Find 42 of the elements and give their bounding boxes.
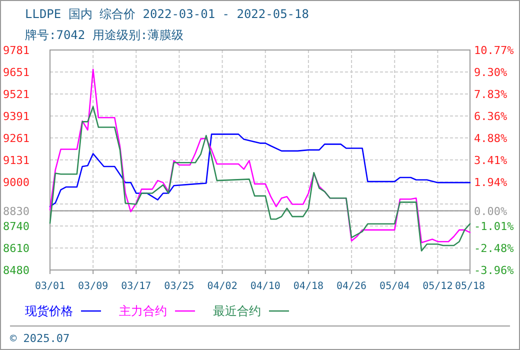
- y-tick-label: 9391: [3, 110, 30, 123]
- x-tick-label: 05/04: [380, 281, 410, 292]
- y-tick-label: 9000: [3, 176, 30, 190]
- chart-title: LLDPE 国内 综合价 2022-03-01 - 2022-05-18: [25, 7, 309, 21]
- y2-tick-label: 4.88%: [474, 132, 508, 145]
- x-tick-label: 04/02: [207, 281, 238, 292]
- y-tick-label: 8610: [3, 242, 30, 256]
- y-tick-label: 9651: [3, 66, 30, 79]
- x-tick-label: 03/09: [78, 281, 108, 292]
- y2-tick-label: 9.30%: [474, 66, 508, 79]
- x-tick-label: 04/18: [293, 281, 324, 292]
- x-tick-label: 04/10: [250, 281, 280, 292]
- line-series: [49, 134, 471, 208]
- y2-tick-label: -1.01%: [474, 220, 514, 233]
- line-series: [49, 68, 471, 244]
- y2-tick-label: 0.00%: [474, 204, 508, 218]
- y-tick-label: 9781: [3, 44, 30, 57]
- x-tick-label: 04/26: [336, 281, 367, 292]
- y2-tick-label: 10.77%: [474, 44, 514, 57]
- y2-tick-label: 3.41%: [474, 154, 508, 167]
- text: © 2025.07: [10, 332, 70, 345]
- x-tick-label: 05/18: [454, 281, 486, 292]
- x-tick-label: 05/12: [422, 281, 453, 292]
- y-tick-label: 8740: [3, 220, 30, 234]
- y2-tick-label: -2.48%: [474, 242, 514, 255]
- y2-tick-label: -3.96%: [474, 264, 514, 277]
- y2-tick-label: 6.36%: [474, 110, 508, 123]
- y-tick-label: 9131: [3, 154, 30, 167]
- x-tick-label: 03/25: [164, 281, 194, 292]
- chart-subtitle: 牌号:7042 用途级别:薄膜级: [25, 28, 184, 42]
- legend-label: 最近合约: [213, 304, 261, 318]
- y-tick-label: 8480: [3, 264, 30, 277]
- legend-label: 现货价格: [25, 304, 73, 318]
- line-series: [49, 106, 471, 252]
- y2-tick-label: 1.94%: [474, 176, 508, 189]
- x-tick-label: 03/17: [121, 281, 152, 292]
- x-tick-label: 03/01: [34, 281, 66, 292]
- y-tick-label: 9261: [3, 132, 30, 145]
- y2-tick-label: 7.83%: [474, 88, 508, 101]
- legend-label: 主力合约: [119, 304, 167, 318]
- y-tick-label: 8830: [3, 204, 30, 218]
- y-tick-label: 9521: [3, 88, 30, 101]
